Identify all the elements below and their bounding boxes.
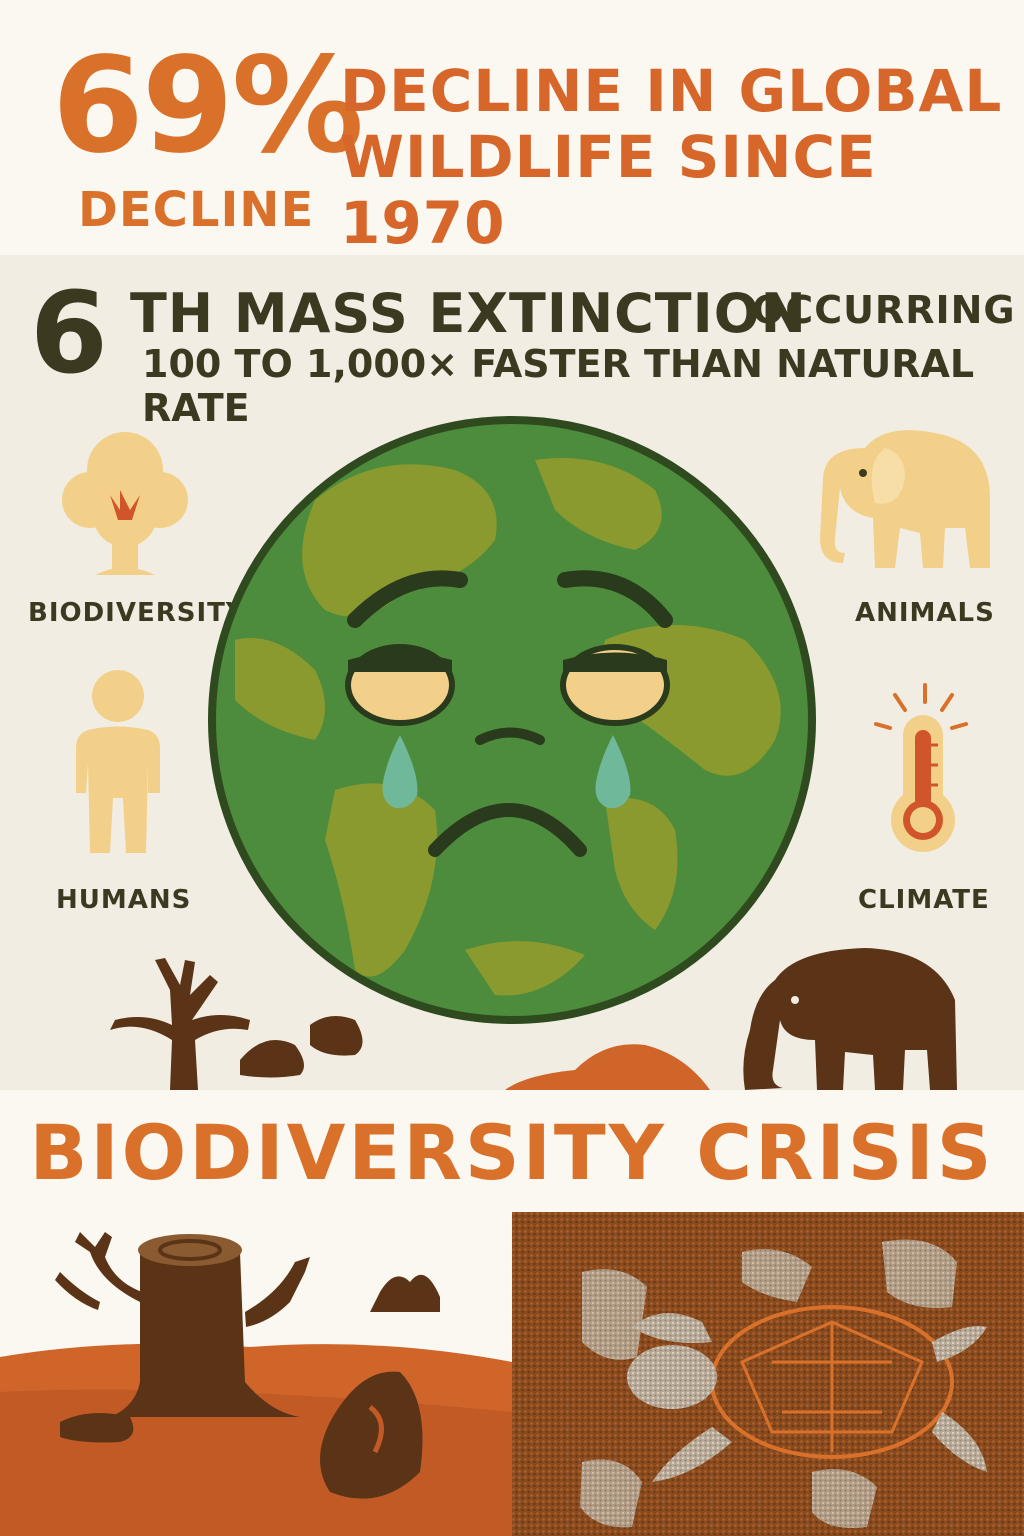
title-band [0,1090,1024,1212]
person-icon [76,670,160,853]
extinction-rate: 100 TO 1,000× FASTER THAN NATURAL RATE [142,342,975,430]
headline-line-1: DECLINE IN GLOBAL [340,57,1003,125]
animals-label: ANIMALS [855,598,995,628]
climate-label: CLIMATE [858,885,990,915]
sad-earth-globe [208,416,816,1024]
extinction-occurring: OCCURRING [752,288,1016,332]
extinction-title: TH MASS EXTINCTION [130,282,807,345]
decline-label: DECLINE [78,182,315,238]
tree-stump-scene [0,1212,512,1536]
tree-icon [62,432,188,575]
extinction-ordinal: 6 [30,269,108,399]
dead-tree-icon [110,958,363,1090]
banner-title: BIODIVERSITY CRISIS [29,1108,995,1197]
humans-label: HUMANS [56,885,192,915]
headline-line-2: WILDLIFE SINCE 1970 [340,123,877,257]
thermometer-icon [874,683,968,852]
headline: DECLINE IN GLOBAL WILDLIFE SINCE 1970 [340,58,1010,256]
brown-elephant-icon [743,948,957,1090]
dirt-mound [505,1044,710,1090]
elephant-icon [820,430,990,568]
biodiversity-label: BIODIVERSITY [28,598,246,628]
top-band [0,0,1024,255]
decline-percent: 69% [52,29,364,183]
turtle-plastic-scene [512,1212,1024,1536]
